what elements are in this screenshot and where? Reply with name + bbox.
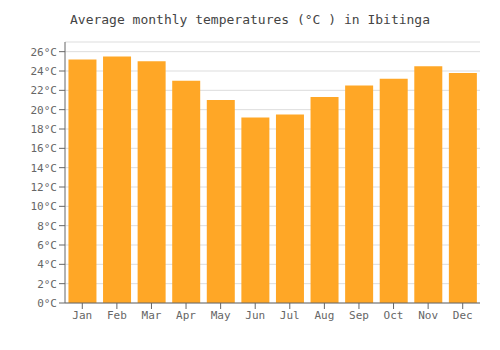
- svg-text:22°C: 22°C: [31, 84, 58, 97]
- svg-text:Oct: Oct: [384, 309, 404, 322]
- svg-text:Nov: Nov: [418, 309, 438, 322]
- svg-text:16°C: 16°C: [31, 142, 58, 155]
- svg-text:Jan: Jan: [72, 309, 92, 322]
- svg-text:Jun: Jun: [245, 309, 265, 322]
- svg-text:Feb: Feb: [107, 309, 127, 322]
- svg-text:20°C: 20°C: [31, 104, 58, 117]
- svg-text:18°C: 18°C: [31, 123, 58, 136]
- svg-text:Mar: Mar: [142, 309, 162, 322]
- svg-text:24°C: 24°C: [31, 65, 58, 78]
- svg-text:Dec: Dec: [453, 309, 473, 322]
- svg-text:8°C: 8°C: [37, 220, 57, 233]
- html-text:Average monthly temperatures (: Average monthly temperatures (°C ) in Ib…: [70, 12, 430, 27]
- svg-text:May: May: [211, 309, 231, 322]
- svg-text:6°C: 6°C: [37, 239, 57, 252]
- svg-text:10°C: 10°C: [31, 200, 58, 213]
- svg-text:0°C: 0°C: [37, 297, 57, 310]
- svg-text:Jul: Jul: [280, 309, 300, 322]
- svg-text:2°C: 2°C: [37, 278, 57, 291]
- svg-text:Sep: Sep: [349, 309, 369, 322]
- svg-text:Apr: Apr: [176, 309, 196, 322]
- svg-text:Aug: Aug: [314, 309, 334, 322]
- svg-text:4°C: 4°C: [37, 258, 57, 271]
- svg-text:14°C: 14°C: [31, 162, 58, 175]
- svg-text:26°C: 26°C: [31, 46, 58, 59]
- svg-text:12°C: 12°C: [31, 181, 58, 194]
